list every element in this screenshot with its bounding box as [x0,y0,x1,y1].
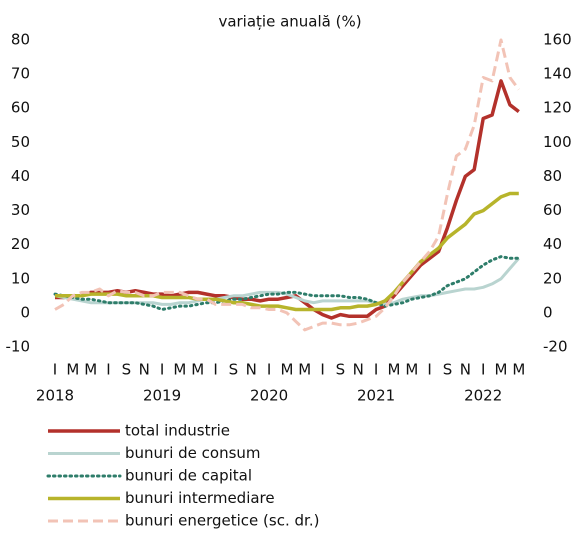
x-tick-label: M [387,361,400,379]
series-line [54,38,521,332]
chart-title: variație anuală (%) [218,13,361,31]
y2-tick-label: 80 [543,167,562,185]
y2-tick-label: 160 [543,31,572,49]
year-label: 2019 [143,387,181,405]
y-tick-label: 50 [11,133,30,151]
x-tick-label: M [405,361,418,379]
y-tick-label: 60 [11,99,30,117]
y2-tick-label: 100 [543,133,572,151]
x-tick-label: S [443,361,453,379]
y2-tick-label: 140 [543,65,572,83]
x-tick-label: M [66,361,79,379]
x-tick-label: M [173,361,186,379]
series-line [55,191,519,312]
x-tick-label: I [106,361,110,379]
y-tick-label: 70 [11,65,30,83]
y-tick-label: 80 [11,31,30,49]
x-tick-label: I [53,361,57,379]
year-label: 2021 [357,387,395,405]
x-tick-label: M [298,361,311,379]
legend-label: total industrie [125,422,230,440]
y-tick-label: 20 [11,235,30,253]
x-tick-label: I [267,361,271,379]
x-tick-label: I [160,361,164,379]
y2-tick-label: 120 [543,99,572,117]
legend-label: bunuri de capital [125,467,252,485]
x-tick-label: M [512,361,525,379]
y-tick-label: 40 [11,167,30,185]
legend-label: bunuri energetice (sc. dr.) [125,512,319,530]
x-tick-label: N [353,361,364,379]
year-label: 2022 [464,387,502,405]
y-tick-label: -10 [6,338,31,356]
y-tick-label: 10 [11,269,30,287]
year-label: 2018 [36,387,74,405]
legend-label: bunuri intermediare [125,489,275,507]
y2-tick-label: 0 [543,303,553,321]
x-tick-label: I [320,361,324,379]
series-line [55,79,520,320]
legend-label: bunuri de consum [125,444,261,462]
y2-tick-label: 40 [543,235,562,253]
x-tick-label: N [460,361,471,379]
x-tick-label: I [213,361,217,379]
x-tick-label: S [229,361,239,379]
x-tick-label: M [84,361,97,379]
series-line [53,255,521,311]
x-tick-label: N [246,361,257,379]
y-tick-label: 0 [20,303,30,321]
y2-tick-label: 60 [543,201,562,219]
y2-tick-label: -20 [543,338,568,356]
year-label: 2020 [250,387,288,405]
y2-tick-label: 20 [543,269,562,287]
x-tick-label: M [495,361,508,379]
x-tick-label: M [280,361,293,379]
x-tick-label: I [374,361,378,379]
x-tick-label: I [481,361,485,379]
x-tick-label: S [122,361,132,379]
x-tick-label: I [427,361,431,379]
y-tick-label: 30 [11,201,30,219]
x-tick-label: N [139,361,150,379]
x-tick-label: M [191,361,204,379]
x-tick-label: S [336,361,346,379]
